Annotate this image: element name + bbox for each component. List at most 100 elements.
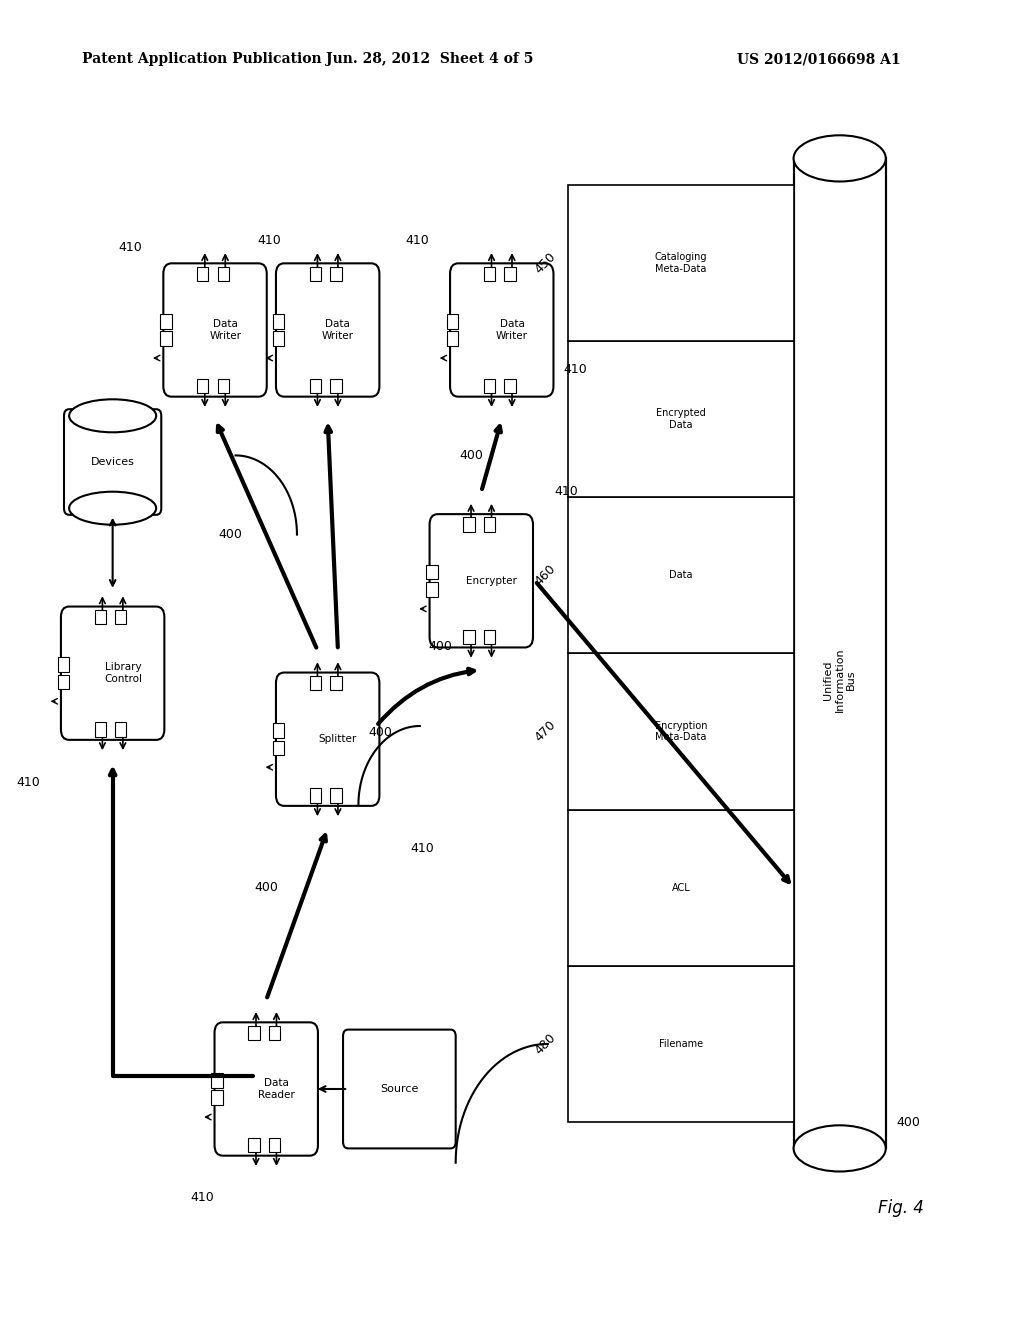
Bar (94, 610, 106, 624)
Text: Jun. 28, 2012  Sheet 4 of 5: Jun. 28, 2012 Sheet 4 of 5 (327, 53, 534, 66)
Bar (330, 676, 342, 690)
Bar (272, 741, 285, 755)
Text: 410: 410 (257, 235, 281, 247)
Text: 400: 400 (459, 449, 483, 462)
Text: Devices: Devices (91, 457, 134, 467)
Text: Data
Writer: Data Writer (322, 319, 354, 341)
Bar (568, 498, 794, 653)
Text: 400: 400 (896, 1115, 920, 1129)
Text: 400: 400 (254, 882, 279, 894)
Bar (568, 809, 794, 966)
Bar (197, 379, 209, 393)
Bar (330, 379, 342, 393)
Text: Splitter: Splitter (318, 734, 357, 744)
Bar (568, 185, 794, 341)
Ellipse shape (794, 136, 886, 181)
Bar (248, 1026, 260, 1040)
FancyBboxPatch shape (276, 672, 380, 805)
Text: 410: 410 (190, 1192, 214, 1204)
FancyBboxPatch shape (794, 158, 886, 1148)
FancyBboxPatch shape (215, 1022, 317, 1156)
Bar (160, 331, 171, 346)
Text: ACL: ACL (672, 883, 690, 892)
Bar (483, 630, 496, 644)
Bar (463, 517, 474, 532)
FancyBboxPatch shape (430, 513, 532, 647)
Bar (94, 722, 106, 737)
Bar (115, 610, 126, 624)
Bar (268, 1026, 281, 1040)
Ellipse shape (70, 492, 156, 525)
Bar (272, 314, 285, 329)
Bar (568, 653, 794, 809)
Bar (115, 722, 126, 737)
Bar (217, 267, 229, 281)
Bar (160, 314, 171, 329)
Text: Filename: Filename (658, 1039, 703, 1049)
Bar (58, 675, 70, 689)
Text: Source: Source (380, 1084, 419, 1094)
Text: 450: 450 (532, 249, 558, 276)
Text: Encryption
Meta-Data: Encryption Meta-Data (654, 721, 708, 742)
Bar (272, 331, 285, 346)
FancyBboxPatch shape (276, 263, 380, 396)
Bar (483, 379, 496, 393)
FancyBboxPatch shape (343, 1030, 456, 1148)
Text: US 2012/0166698 A1: US 2012/0166698 A1 (737, 53, 901, 66)
Text: 410: 410 (411, 842, 434, 854)
Bar (272, 723, 285, 738)
Bar (483, 267, 496, 281)
Ellipse shape (794, 1125, 886, 1172)
FancyBboxPatch shape (63, 409, 162, 515)
Text: Encrypted
Data: Encrypted Data (656, 408, 706, 430)
Bar (217, 379, 229, 393)
Bar (211, 1090, 223, 1105)
Text: 410: 410 (16, 776, 40, 788)
Text: Data
Writer: Data Writer (496, 319, 528, 341)
Bar (268, 1138, 281, 1152)
Text: Patent Application Publication: Patent Application Publication (82, 53, 322, 66)
Text: Unified
Information
Bus: Unified Information Bus (823, 648, 856, 711)
Text: 400: 400 (218, 528, 243, 541)
Bar (446, 331, 459, 346)
Text: Data
Writer: Data Writer (209, 319, 242, 341)
Bar (197, 267, 209, 281)
Text: Data
Reader: Data Reader (258, 1078, 295, 1100)
Text: 480: 480 (532, 1031, 558, 1057)
FancyBboxPatch shape (451, 263, 553, 396)
Bar (446, 314, 459, 329)
Bar (58, 657, 70, 672)
Bar (309, 788, 322, 803)
Bar (330, 267, 342, 281)
FancyBboxPatch shape (163, 263, 266, 396)
Text: Data: Data (670, 570, 692, 581)
Text: Fig. 4: Fig. 4 (879, 1199, 924, 1217)
Bar (309, 379, 322, 393)
Bar (426, 565, 438, 579)
Text: 460: 460 (532, 562, 558, 589)
Bar (211, 1073, 223, 1088)
Bar (330, 788, 342, 803)
Bar (426, 582, 438, 597)
Bar (309, 267, 322, 281)
Text: 410: 410 (563, 363, 587, 376)
Ellipse shape (70, 399, 156, 433)
Bar (504, 379, 515, 393)
Bar (483, 517, 496, 532)
Text: 400: 400 (369, 726, 392, 739)
Text: 410: 410 (406, 235, 429, 247)
Text: Cataloging
Meta-Data: Cataloging Meta-Data (654, 252, 708, 273)
Text: Library
Control: Library Control (103, 663, 142, 684)
FancyBboxPatch shape (61, 607, 164, 739)
Text: 400: 400 (428, 640, 453, 653)
Text: 470: 470 (532, 718, 558, 744)
Bar (248, 1138, 260, 1152)
Bar (309, 676, 322, 690)
Bar (504, 267, 515, 281)
Bar (568, 341, 794, 498)
Bar (568, 966, 794, 1122)
Bar (463, 630, 474, 644)
Text: 410: 410 (554, 486, 578, 498)
Text: Encrypter: Encrypter (466, 576, 517, 586)
Text: 410: 410 (119, 242, 142, 253)
